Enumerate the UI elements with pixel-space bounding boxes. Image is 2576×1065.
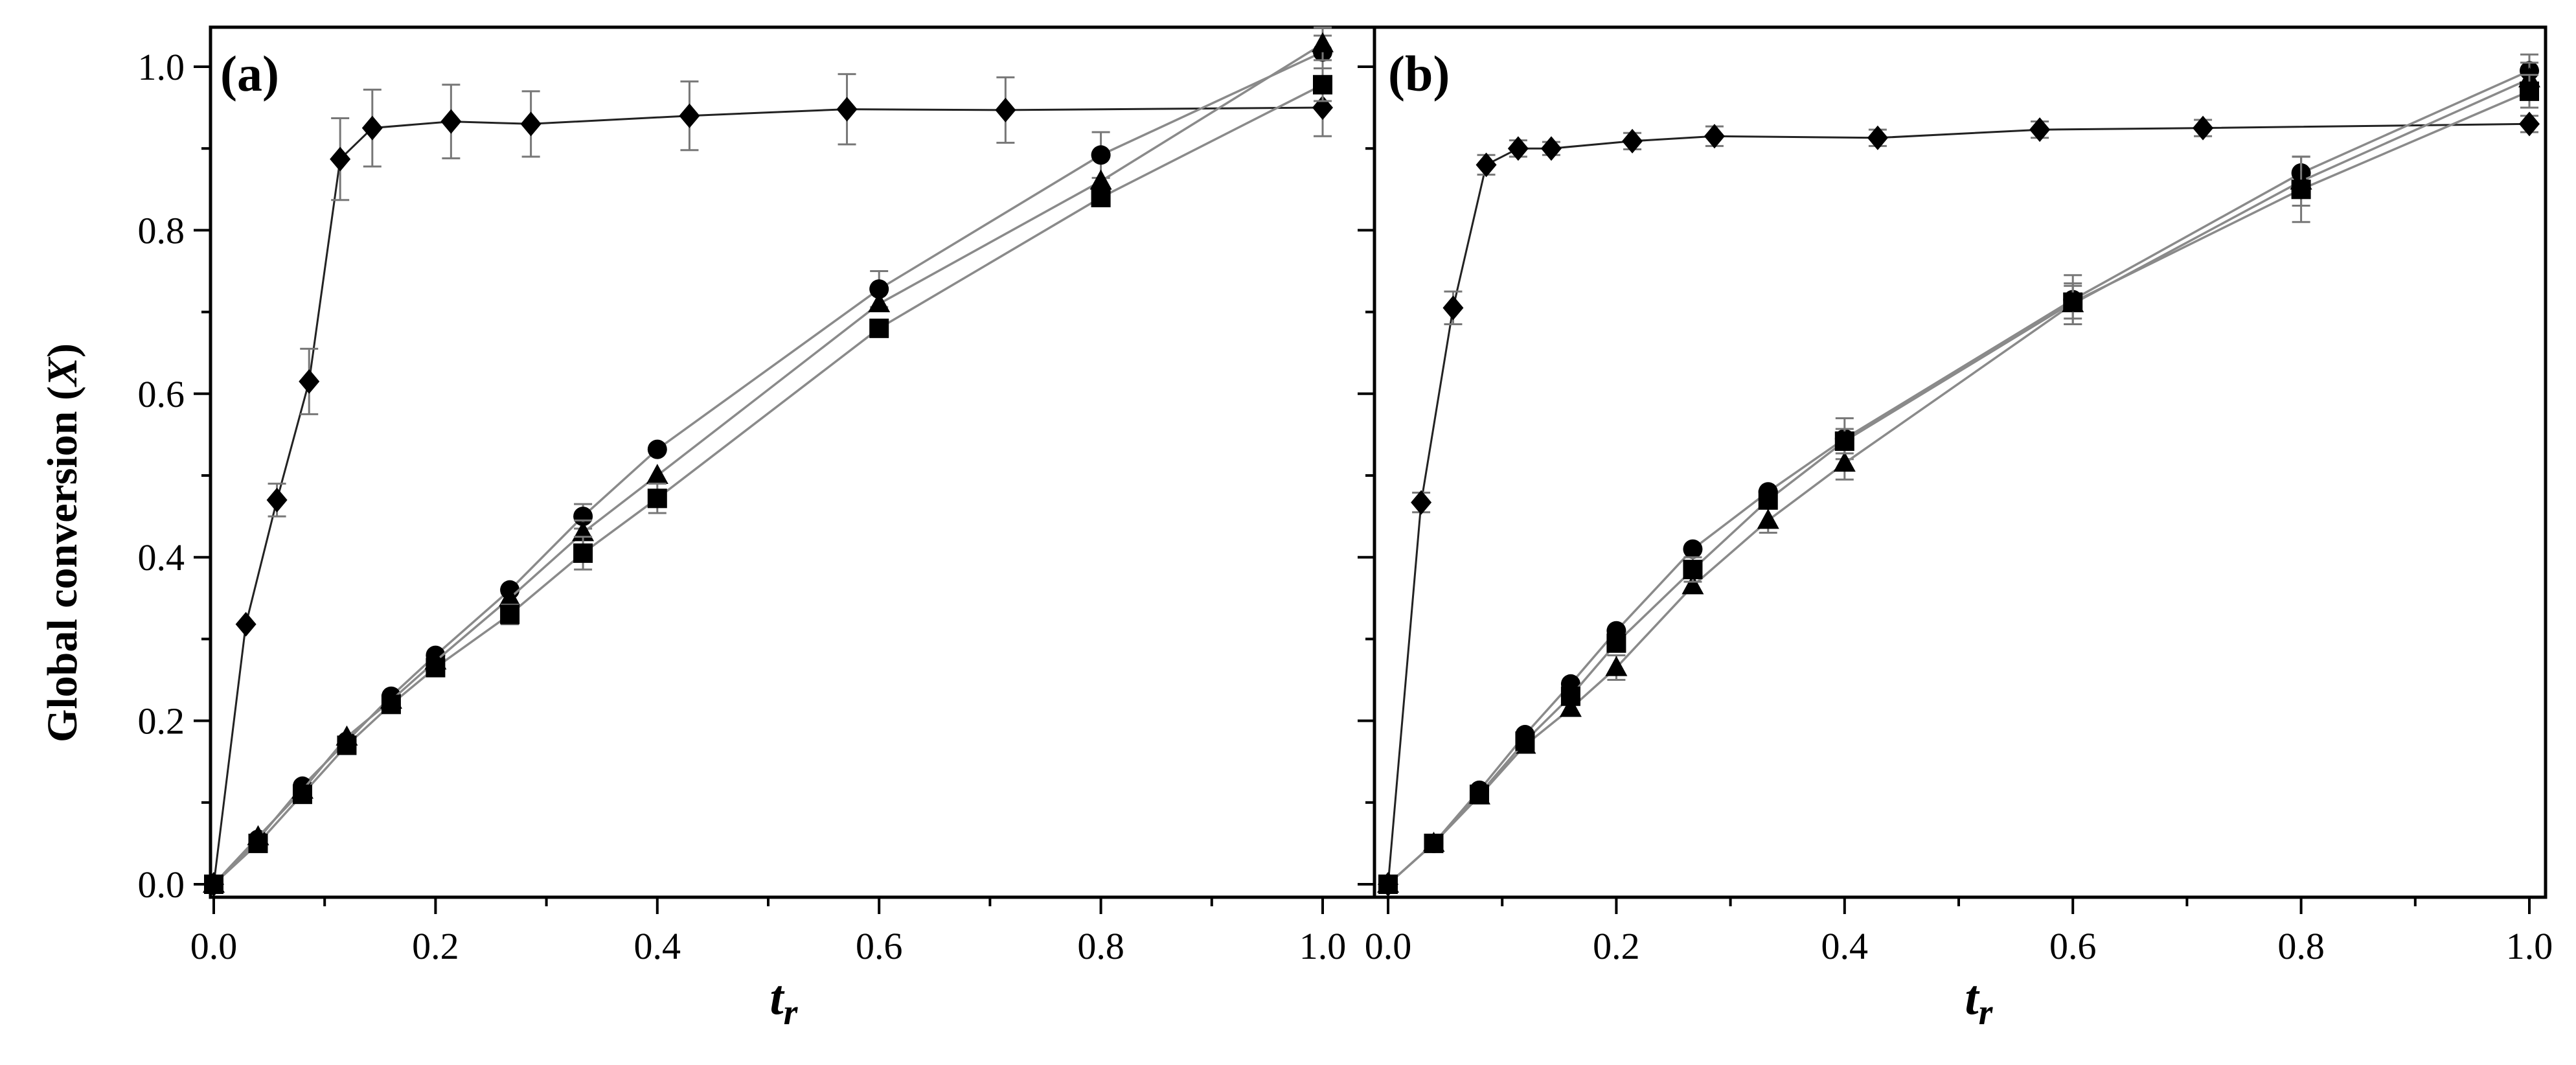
point-a-diamond-8 <box>679 103 700 128</box>
x-axis-title-b: tr <box>1965 970 1994 1033</box>
point-b-square-5 <box>1606 633 1626 653</box>
point-a-diamond-5 <box>361 115 383 141</box>
x-tick-label-a-3: 0.6 <box>856 925 903 967</box>
point-a-circle-8 <box>647 439 667 459</box>
point-b-square-8 <box>1834 431 1854 451</box>
point-b-circle-6 <box>1683 539 1703 559</box>
point-b-triangle-4 <box>1559 696 1582 717</box>
point-a-square-8 <box>647 488 667 509</box>
point-b-square-6 <box>1683 560 1703 580</box>
y-tick-label-a-5: 1.0 <box>138 46 185 88</box>
panel-label-a: (a) <box>220 45 279 102</box>
point-a-square-2 <box>292 784 312 805</box>
y-tick-label-a-4: 0.8 <box>138 209 185 251</box>
panel-a: (a) 0.0 0.2 0.4 0.6 0.8 1.0 0.0 0.2 0.4 0.6 0.8 1.0 <box>138 25 1376 967</box>
point-a-square-4 <box>381 694 401 715</box>
series-line-b-diamond <box>1387 122 2530 885</box>
x-tick-label-a-4: 0.8 <box>1077 925 1124 967</box>
panel-b: (b) 0.0 0.2 0.4 0.6 0.8 1.0 <box>1358 25 2553 967</box>
point-b-triangle-8 <box>1833 452 1856 472</box>
series-b-square <box>1378 74 2539 894</box>
x-tick-label-a-1: 0.2 <box>412 925 459 967</box>
point-a-diamond-1 <box>235 612 256 637</box>
x-tick-label-a-5: 1.0 <box>1299 925 1347 967</box>
point-a-square-10 <box>1091 187 1111 207</box>
point-a-diamond-2 <box>266 487 288 512</box>
point-b-diamond-2 <box>1442 295 1464 321</box>
x-tick-label-a-0: 0.0 <box>190 925 238 967</box>
point-b-square-2 <box>1469 784 1489 805</box>
point-a-triangle-10 <box>1089 169 1112 190</box>
point-a-diamond-3 <box>299 369 320 394</box>
point-a-square-7 <box>573 543 593 563</box>
point-a-circle-10 <box>1091 145 1111 165</box>
point-b-diamond-7 <box>1704 124 1725 149</box>
point-a-diamond-6 <box>440 109 462 134</box>
x-tick-label-b-2: 0.4 <box>1821 925 1869 967</box>
point-a-square-9 <box>869 318 889 338</box>
panel-label-b: (b) <box>1388 45 1450 102</box>
point-b-triangle-6 <box>1681 574 1704 595</box>
point-b-diamond-5 <box>1540 136 1562 161</box>
y-tick-label-a-1: 0.2 <box>138 700 185 742</box>
point-b-diamond-3 <box>1476 152 1497 178</box>
point-b-diamond-10 <box>2193 115 2214 141</box>
x-axis-title-b-sub: r <box>1979 992 1994 1033</box>
point-b-diamond-4 <box>1507 136 1529 161</box>
y-tick-label-a-0: 0.0 <box>138 864 185 906</box>
point-b-square-3 <box>1515 731 1535 751</box>
y-axis-title-close: ) <box>39 343 86 358</box>
point-b-square-7 <box>1758 490 1778 510</box>
point-a-square-6 <box>500 604 520 624</box>
x-tick-label-a-2: 0.4 <box>634 925 681 967</box>
point-a-triangle-6 <box>499 586 521 607</box>
point-b-diamond-1 <box>1411 490 1432 515</box>
x-tick-label-b-3: 0.6 <box>2049 925 2097 967</box>
point-b-square-1 <box>1424 833 1444 853</box>
point-b-diamond-11 <box>2519 111 2540 137</box>
point-a-diamond-9 <box>836 97 858 122</box>
x-axis-title-a-sub: r <box>784 992 799 1033</box>
point-b-square-11 <box>2520 81 2539 101</box>
point-a-circle-9 <box>869 279 889 299</box>
x-tick-label-b-1: 0.2 <box>1593 925 1640 967</box>
point-a-triangle-11 <box>1312 32 1334 52</box>
point-a-square-11 <box>1313 74 1332 95</box>
point-b-diamond-9 <box>2029 117 2051 143</box>
point-a-triangle-8 <box>646 464 668 484</box>
point-a-square-0 <box>204 875 223 894</box>
point-b-square-9 <box>2063 292 2083 312</box>
point-b-square-4 <box>1560 686 1580 706</box>
y-tick-label-a-3: 0.6 <box>138 373 185 415</box>
point-a-square-1 <box>248 833 268 853</box>
point-a-square-3 <box>337 735 357 755</box>
x-tick-label-b-0: 0.0 <box>1365 925 1412 967</box>
series-a-diamond <box>203 73 1333 897</box>
point-b-diamond-8 <box>1867 125 1888 150</box>
point-a-diamond-7 <box>520 111 541 137</box>
point-b-square-10 <box>2291 179 2311 200</box>
point-b-square-0 <box>1378 875 1398 894</box>
point-a-diamond-10 <box>995 97 1016 122</box>
series-line-a-diamond <box>212 106 1323 885</box>
point-b-triangle-7 <box>1757 509 1779 529</box>
series-a-square <box>204 67 1332 894</box>
x-axis-title-b-main: t <box>1965 970 1981 1025</box>
y-tick-label-a-2: 0.4 <box>138 536 185 578</box>
point-b-diamond-6 <box>1622 128 1643 154</box>
x-axis-title-a-main: t <box>770 970 786 1025</box>
point-a-triangle-9 <box>868 292 891 312</box>
x-tick-label-b-5: 1.0 <box>2506 925 2553 967</box>
x-tick-label-b-4: 0.8 <box>2277 925 2325 967</box>
point-a-diamond-4 <box>330 146 351 172</box>
point-b-triangle-5 <box>1605 656 1628 676</box>
x-axis-title-a: tr <box>770 970 799 1033</box>
y-axis-title: Global conversion (X) <box>39 343 86 742</box>
y-axis-title-variable: X <box>39 356 86 387</box>
point-a-square-5 <box>426 658 446 678</box>
y-axis-title-text: Global conversion ( <box>39 386 86 742</box>
